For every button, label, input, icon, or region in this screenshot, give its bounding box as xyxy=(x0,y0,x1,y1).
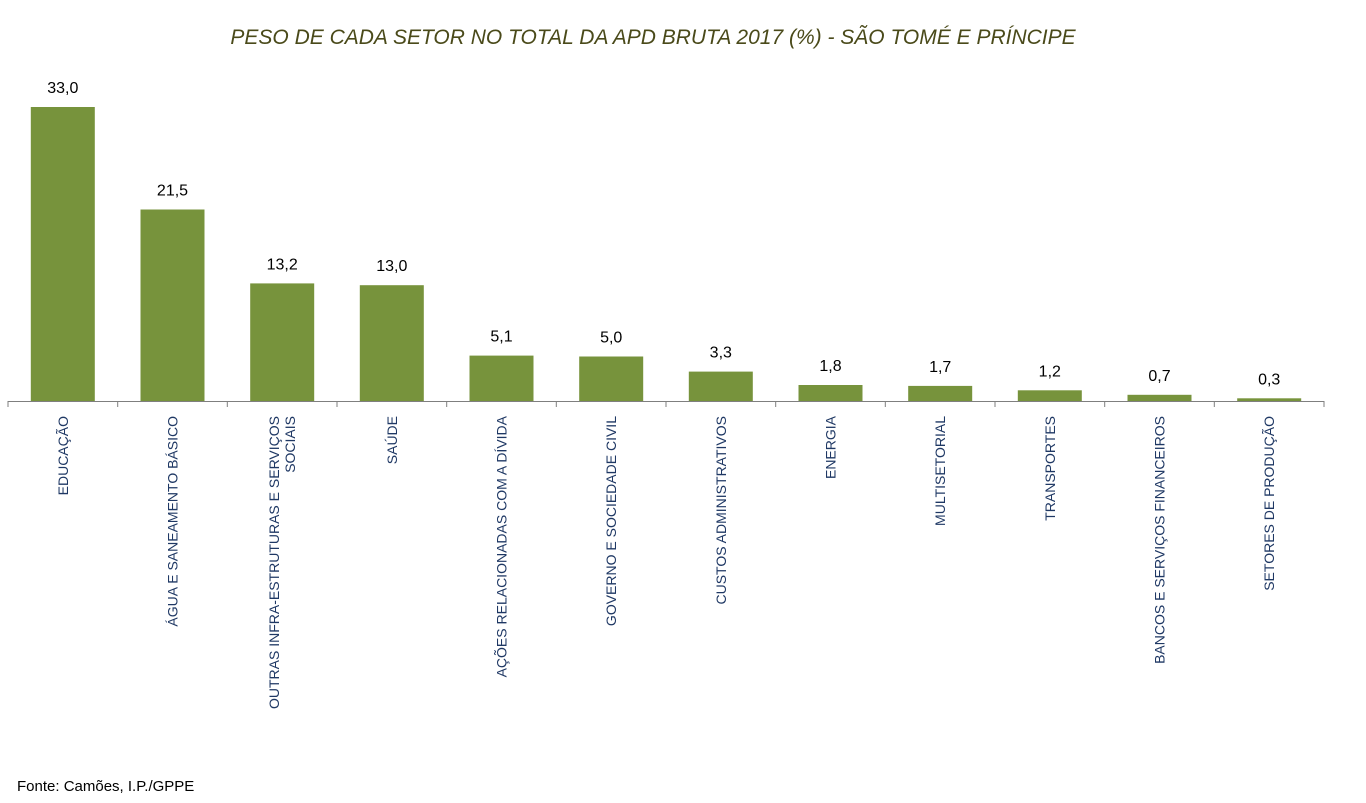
category-label: ENERGIA xyxy=(823,415,839,479)
bar xyxy=(1017,390,1082,401)
category-label: OUTRAS INFRA-ESTRUTURAS E SERVIÇOS xyxy=(266,416,282,709)
bar xyxy=(1127,394,1192,401)
value-label: 0,7 xyxy=(1148,368,1170,385)
bar xyxy=(579,356,644,401)
chart-title: PESO DE CADA SETOR NO TOTAL DA APD BRUTA… xyxy=(230,26,1076,49)
value-label: 13,2 xyxy=(267,256,298,273)
bar xyxy=(140,209,205,401)
bar xyxy=(908,385,973,401)
bar xyxy=(688,371,753,401)
value-label: 1,2 xyxy=(1039,363,1061,380)
source-note: Fonte: Camões, I.P./GPPE xyxy=(17,778,195,795)
category-label: MULTISETORIAL xyxy=(932,416,948,526)
bar xyxy=(469,355,534,401)
value-label: 5,1 xyxy=(490,329,512,346)
value-label: 3,3 xyxy=(710,345,732,362)
value-label: 5,0 xyxy=(600,330,622,347)
category-label: SAÚDE xyxy=(384,416,400,464)
category-label: CUSTOS ADMINISTRATIVOS xyxy=(713,416,729,605)
value-label: 33,0 xyxy=(47,80,78,97)
category-label: GOVERNO E SOCIEDADE CIVIL xyxy=(603,416,619,626)
value-label: 13,0 xyxy=(376,258,407,275)
value-label: 1,8 xyxy=(819,358,841,375)
value-label: 0,3 xyxy=(1258,371,1280,388)
category-label: ÁGUA E SANEAMENTO BÁSICO xyxy=(165,416,181,627)
category-label: EDUCAÇÃO xyxy=(55,416,71,495)
bar-chart: 33,0 21,5 13,2 13,0 5,1 5,0 3,3 1,8 1,7 1,2 0,7 0,3… xyxy=(7,80,1325,709)
value-label: 21,5 xyxy=(157,183,188,200)
bar xyxy=(798,385,863,401)
bar xyxy=(1237,398,1302,401)
bar xyxy=(359,285,424,401)
category-label: SETORES DE PRODUÇÃO xyxy=(1261,416,1277,591)
bar xyxy=(30,107,95,401)
category-label: AÇÕES RELACIONADAS COM A DÍVIDA xyxy=(494,415,510,677)
value-label: 1,7 xyxy=(929,359,951,376)
category-label: BANCOS E SERVIÇOS FINANCEIROS xyxy=(1152,416,1168,664)
bar xyxy=(250,283,315,401)
category-label: TRANSPORTES xyxy=(1042,416,1058,521)
category-label: SOCIAIS xyxy=(282,416,298,473)
